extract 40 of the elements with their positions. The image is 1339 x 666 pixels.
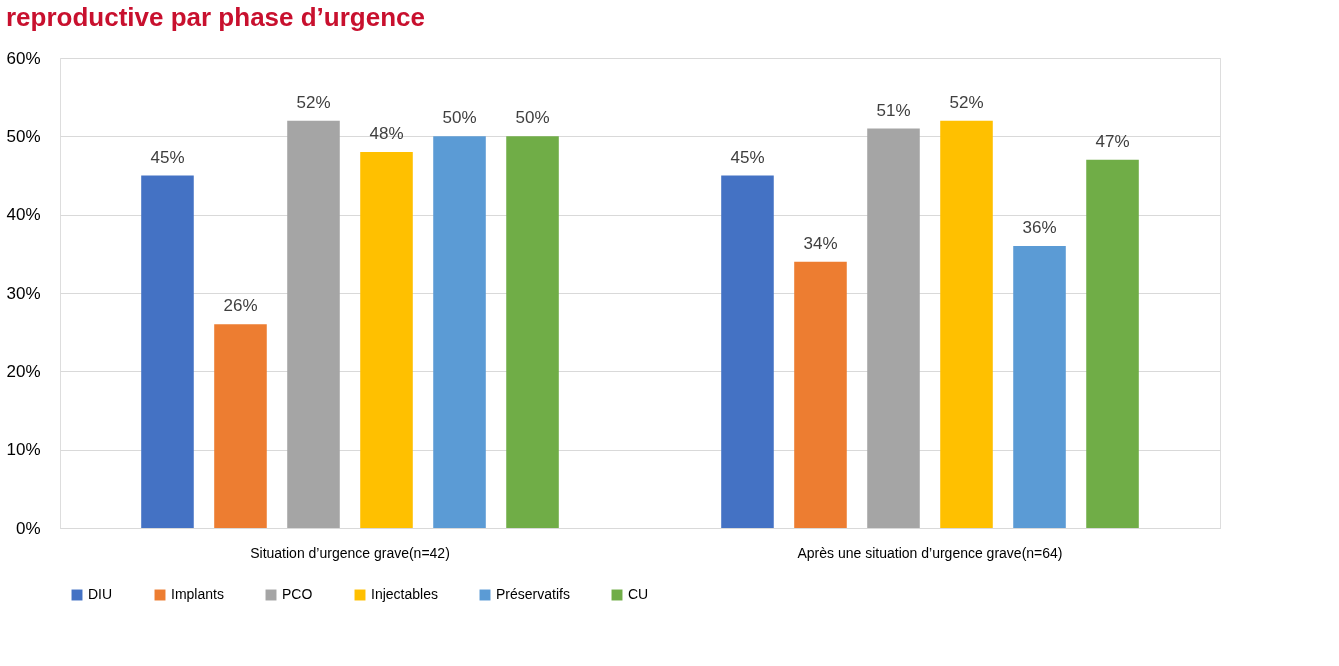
bar — [214, 324, 267, 528]
y-tick-label: 10% — [6, 440, 41, 460]
y-tick-label: 40% — [6, 205, 41, 225]
x-tick-label: Après une situation d’urgence grave(n=64) — [797, 544, 1063, 561]
bar — [940, 120, 993, 528]
chart-title: reproductive par phase d’urgence — [5, 2, 425, 32]
legend-label: Implants — [171, 586, 224, 602]
data-label: 36% — [1022, 218, 1057, 237]
bar — [287, 120, 340, 528]
y-tick-label: 60% — [6, 48, 41, 68]
data-label: 50% — [442, 108, 477, 128]
bar — [794, 261, 847, 528]
y-tick-label: 50% — [6, 126, 41, 146]
data-label: 52% — [296, 92, 331, 112]
y-tick-label: 30% — [6, 283, 41, 303]
bar — [1013, 246, 1066, 528]
data-label: 51% — [876, 100, 911, 120]
bar — [141, 175, 194, 528]
y-tick-label: 20% — [6, 361, 41, 381]
data-label: 47% — [1095, 131, 1130, 151]
bar — [506, 136, 559, 528]
bar — [1086, 159, 1139, 528]
bar — [721, 175, 774, 528]
legend-label: DIU — [88, 586, 113, 602]
data-label: 45% — [730, 147, 765, 167]
data-label: 48% — [369, 124, 404, 143]
data-label: 34% — [803, 233, 838, 253]
legend-label: PCO — [282, 586, 313, 602]
bar — [867, 128, 920, 528]
legend-label: Préservatifs — [496, 586, 570, 602]
bar — [433, 136, 486, 528]
legend-label: Injectables — [371, 586, 438, 602]
bar — [360, 152, 413, 528]
y-tick-label: 0% — [15, 518, 41, 538]
legend-label: CU — [628, 586, 649, 602]
data-label: 45% — [150, 147, 185, 167]
data-label: 26% — [223, 296, 258, 316]
x-tick-label: Situation d’urgence grave(n=42) — [250, 544, 450, 561]
data-label: 50% — [515, 108, 550, 128]
data-label: 52% — [949, 92, 984, 112]
